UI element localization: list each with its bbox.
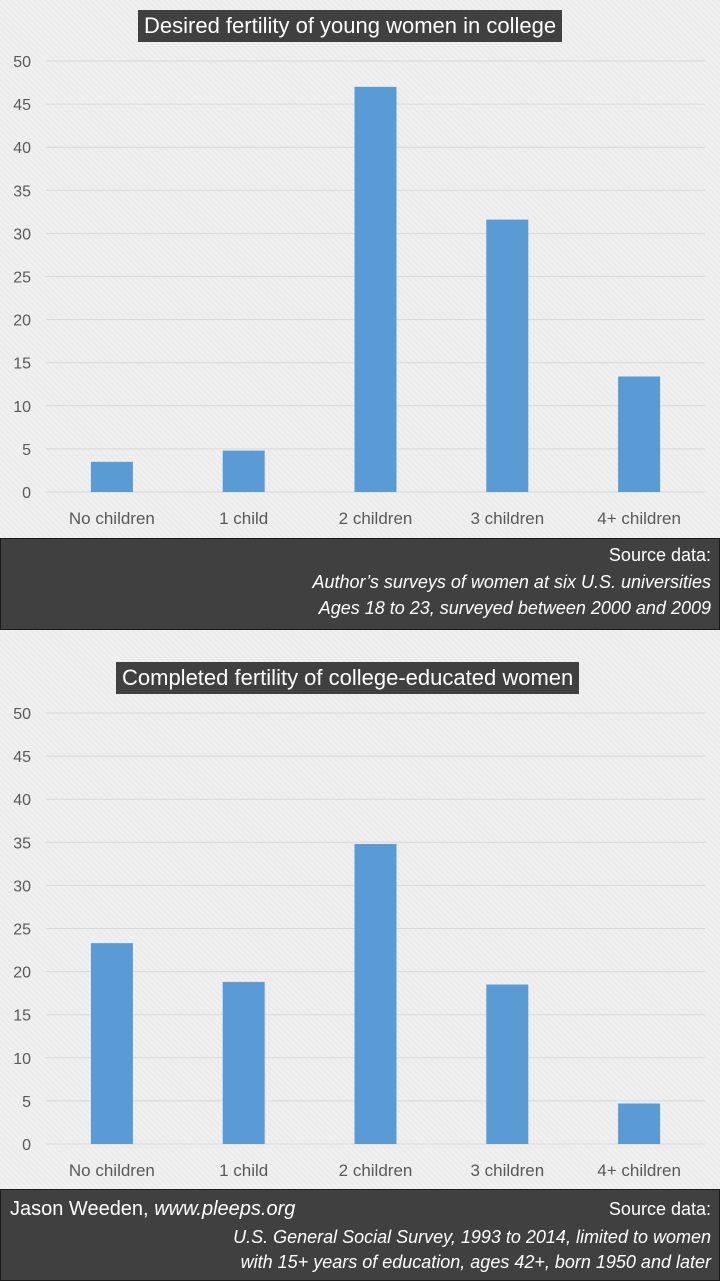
chart-1-source-panel: Source data: Author’s surveys of women a… bbox=[0, 538, 720, 630]
bar bbox=[354, 844, 397, 1144]
x-tick-label: 4+ children bbox=[597, 509, 681, 528]
x-tick-label: 3 children bbox=[470, 1161, 544, 1180]
chart-2-source-line-1: U.S. General Social Survey, 1993 to 2014… bbox=[233, 1227, 711, 1247]
y-tick-label: 0 bbox=[22, 485, 31, 502]
bar bbox=[222, 981, 265, 1144]
y-tick-label: 25 bbox=[13, 922, 31, 939]
x-tick-label: 3 children bbox=[470, 509, 544, 528]
y-tick-label: 5 bbox=[22, 442, 31, 459]
y-tick-label: 25 bbox=[13, 270, 31, 287]
bar bbox=[354, 86, 397, 493]
y-tick-label: 35 bbox=[13, 183, 31, 200]
author-name: Jason Weeden, bbox=[10, 1198, 149, 1220]
x-tick-label: 4+ children bbox=[597, 1161, 681, 1180]
y-tick-label: 20 bbox=[13, 965, 31, 982]
bar bbox=[486, 984, 529, 1144]
y-tick-label: 15 bbox=[13, 356, 31, 373]
bar bbox=[618, 376, 661, 492]
bar bbox=[486, 219, 529, 492]
x-tick-label: 1 child bbox=[219, 509, 268, 528]
y-tick-label: 0 bbox=[22, 1137, 31, 1154]
bar bbox=[222, 450, 265, 492]
chart-1-source-line-2: Ages 18 to 23, surveyed between 2000 and… bbox=[318, 598, 711, 618]
chart-2-source-line-2: with 15+ years of education, ages 42+, b… bbox=[240, 1252, 711, 1272]
chart-2-source-panel: Jason Weeden, www.pleeps.org Source data… bbox=[0, 1189, 720, 1281]
chart-1-source-line-1: Author’s surveys of women at six U.S. un… bbox=[312, 572, 712, 592]
chart-2-title: Completed fertility of college-educated … bbox=[116, 662, 580, 694]
author-website: www.pleeps.org bbox=[154, 1198, 296, 1220]
y-tick-label: 30 bbox=[13, 878, 31, 895]
y-tick-label: 50 bbox=[13, 706, 31, 723]
chart-1-plot: 0 5 10 15 20 25 30 35 40 45 50 No children 1 child 2 … bbox=[13, 54, 705, 528]
bar bbox=[90, 943, 133, 1144]
y-tick-label: 35 bbox=[13, 835, 31, 852]
y-tick-label: 15 bbox=[13, 1008, 31, 1025]
x-tick-label: No children bbox=[69, 1161, 155, 1180]
chart-2-source-heading: Source data: bbox=[608, 1199, 711, 1219]
y-tick-label: 10 bbox=[13, 399, 31, 416]
chart-2-plot: 0 5 10 15 20 25 30 35 40 45 50 No children 1 child 2 … bbox=[13, 706, 705, 1180]
y-tick-label: 40 bbox=[13, 792, 31, 809]
author-credit: Jason Weeden, www.pleeps.org bbox=[10, 1198, 295, 1221]
y-tick-label: 20 bbox=[13, 313, 31, 330]
y-tick-label: 45 bbox=[13, 749, 31, 766]
y-tick-label: 10 bbox=[13, 1051, 31, 1068]
x-tick-label: No children bbox=[69, 509, 155, 528]
y-tick-label: 5 bbox=[22, 1094, 31, 1111]
y-tick-label: 50 bbox=[13, 54, 31, 71]
y-tick-label: 40 bbox=[13, 140, 31, 157]
y-tick-label: 45 bbox=[13, 97, 31, 114]
chart-1-title: Desired fertility of young women in coll… bbox=[138, 10, 563, 42]
y-tick-label: 30 bbox=[13, 226, 31, 243]
chart-1-source-heading: Source data: bbox=[608, 545, 711, 565]
bar bbox=[90, 461, 133, 492]
x-tick-label: 1 child bbox=[219, 1161, 268, 1180]
bar bbox=[618, 1103, 661, 1144]
x-tick-label: 2 children bbox=[339, 509, 413, 528]
x-tick-label: 2 children bbox=[339, 1161, 413, 1180]
